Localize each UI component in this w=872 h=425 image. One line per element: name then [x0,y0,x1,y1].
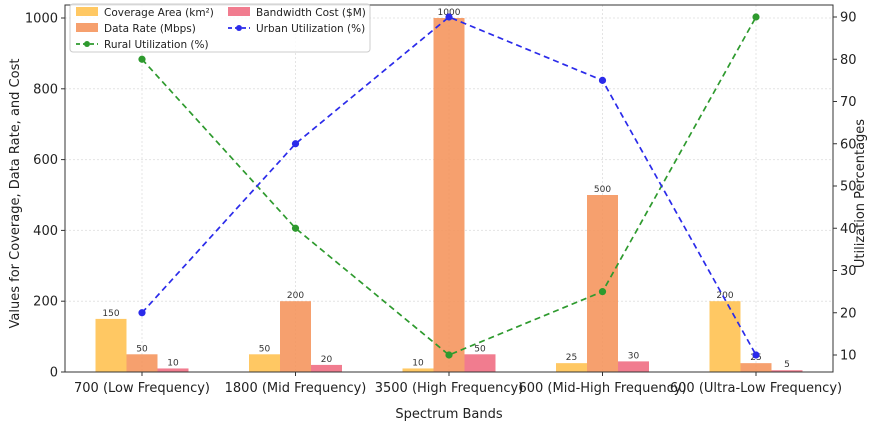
line-point [598,288,607,296]
y2-tick-label: 50 [840,180,857,195]
y-tick-label: 800 [33,82,58,97]
bar [280,301,311,372]
bar [618,361,649,372]
x-tick-label: 700 (Low Frequency) [74,381,210,396]
y-tick-label: 600 [33,153,58,168]
bar [95,318,127,372]
bar-value-label: 50 [474,344,486,354]
x-tick-label: 600 (Mid-High Frequency) [518,381,686,396]
y-tick-label: 0 [50,366,58,381]
legend-swatch [76,7,98,16]
x-axis-label: Spectrum Bands [395,407,503,422]
legend-label: Rural Utilization (%) [104,39,209,51]
bar-value-label: 200 [287,291,304,301]
line-point [598,76,607,84]
bar-value-label: 5 [784,360,790,370]
legend-marker [236,25,242,31]
y2-tick-label: 70 [840,95,857,110]
x-tick-label: 1800 (Mid Frequency) [225,381,367,396]
line-point [138,309,146,317]
bar [157,368,189,372]
bar-value-label: 200 [716,291,733,301]
bar [587,195,618,372]
bar [402,368,434,372]
bar-value-label: 20 [321,355,333,365]
legend-swatch [228,7,250,16]
legend-label: Urban Utilization (%) [256,23,365,35]
bar [249,354,280,372]
bar [740,363,772,372]
legend-label: Bandwidth Cost ($M) [256,7,366,19]
series-line [141,16,757,356]
bar [433,18,465,372]
bar-value-label: 1000 [438,8,461,18]
y2-tick-label: 90 [840,11,857,26]
y2-tick-label: 10 [840,349,857,364]
legend-swatch [76,23,98,32]
y2-tick-label: 40 [840,222,857,237]
bar [771,370,803,372]
y-axis-label: Values for Coverage, Data Rate, and Cost [8,59,23,329]
x-tick-label: 600 (Ultra-Low Frequency) [670,381,842,396]
line-point [752,13,760,21]
y2-tick-label: 80 [840,53,857,68]
bar-value-label: 500 [594,185,611,195]
legend-box [69,3,371,53]
bar [709,301,741,372]
line-point [291,224,300,232]
line-point [445,13,453,21]
bar [126,354,158,372]
x-tick-label: 3500 (High Frequency) [375,381,524,396]
bar-value-label: 50 [136,344,148,354]
y2-tick-label: 20 [840,306,857,321]
series-line [141,16,757,356]
bar [556,363,587,372]
line-point [291,140,300,148]
bar-value-label: 150 [102,309,119,319]
y-tick-label: 400 [33,224,58,239]
bar-value-label: 10 [412,358,424,368]
bar [464,354,496,372]
bar-value-label: 10 [167,358,179,368]
y-tick-label: 1000 [25,12,58,27]
bar-value-label: 50 [259,344,271,354]
bar [311,364,342,372]
legend-label: Data Rate (Mbps) [104,23,196,35]
y2-tick-label: 30 [840,264,857,279]
line-point [752,351,760,359]
line-point [138,55,146,63]
line-point [445,351,453,359]
bar-value-label: 25 [566,353,577,363]
bar-value-label: 30 [628,351,640,361]
y2-tick-label: 60 [840,137,857,152]
legend-marker [84,41,90,47]
y2-axis-label: Utilization Percentages [853,119,868,268]
legend-label: Coverage Area (km²) [104,7,214,19]
y-tick-label: 200 [33,295,58,310]
